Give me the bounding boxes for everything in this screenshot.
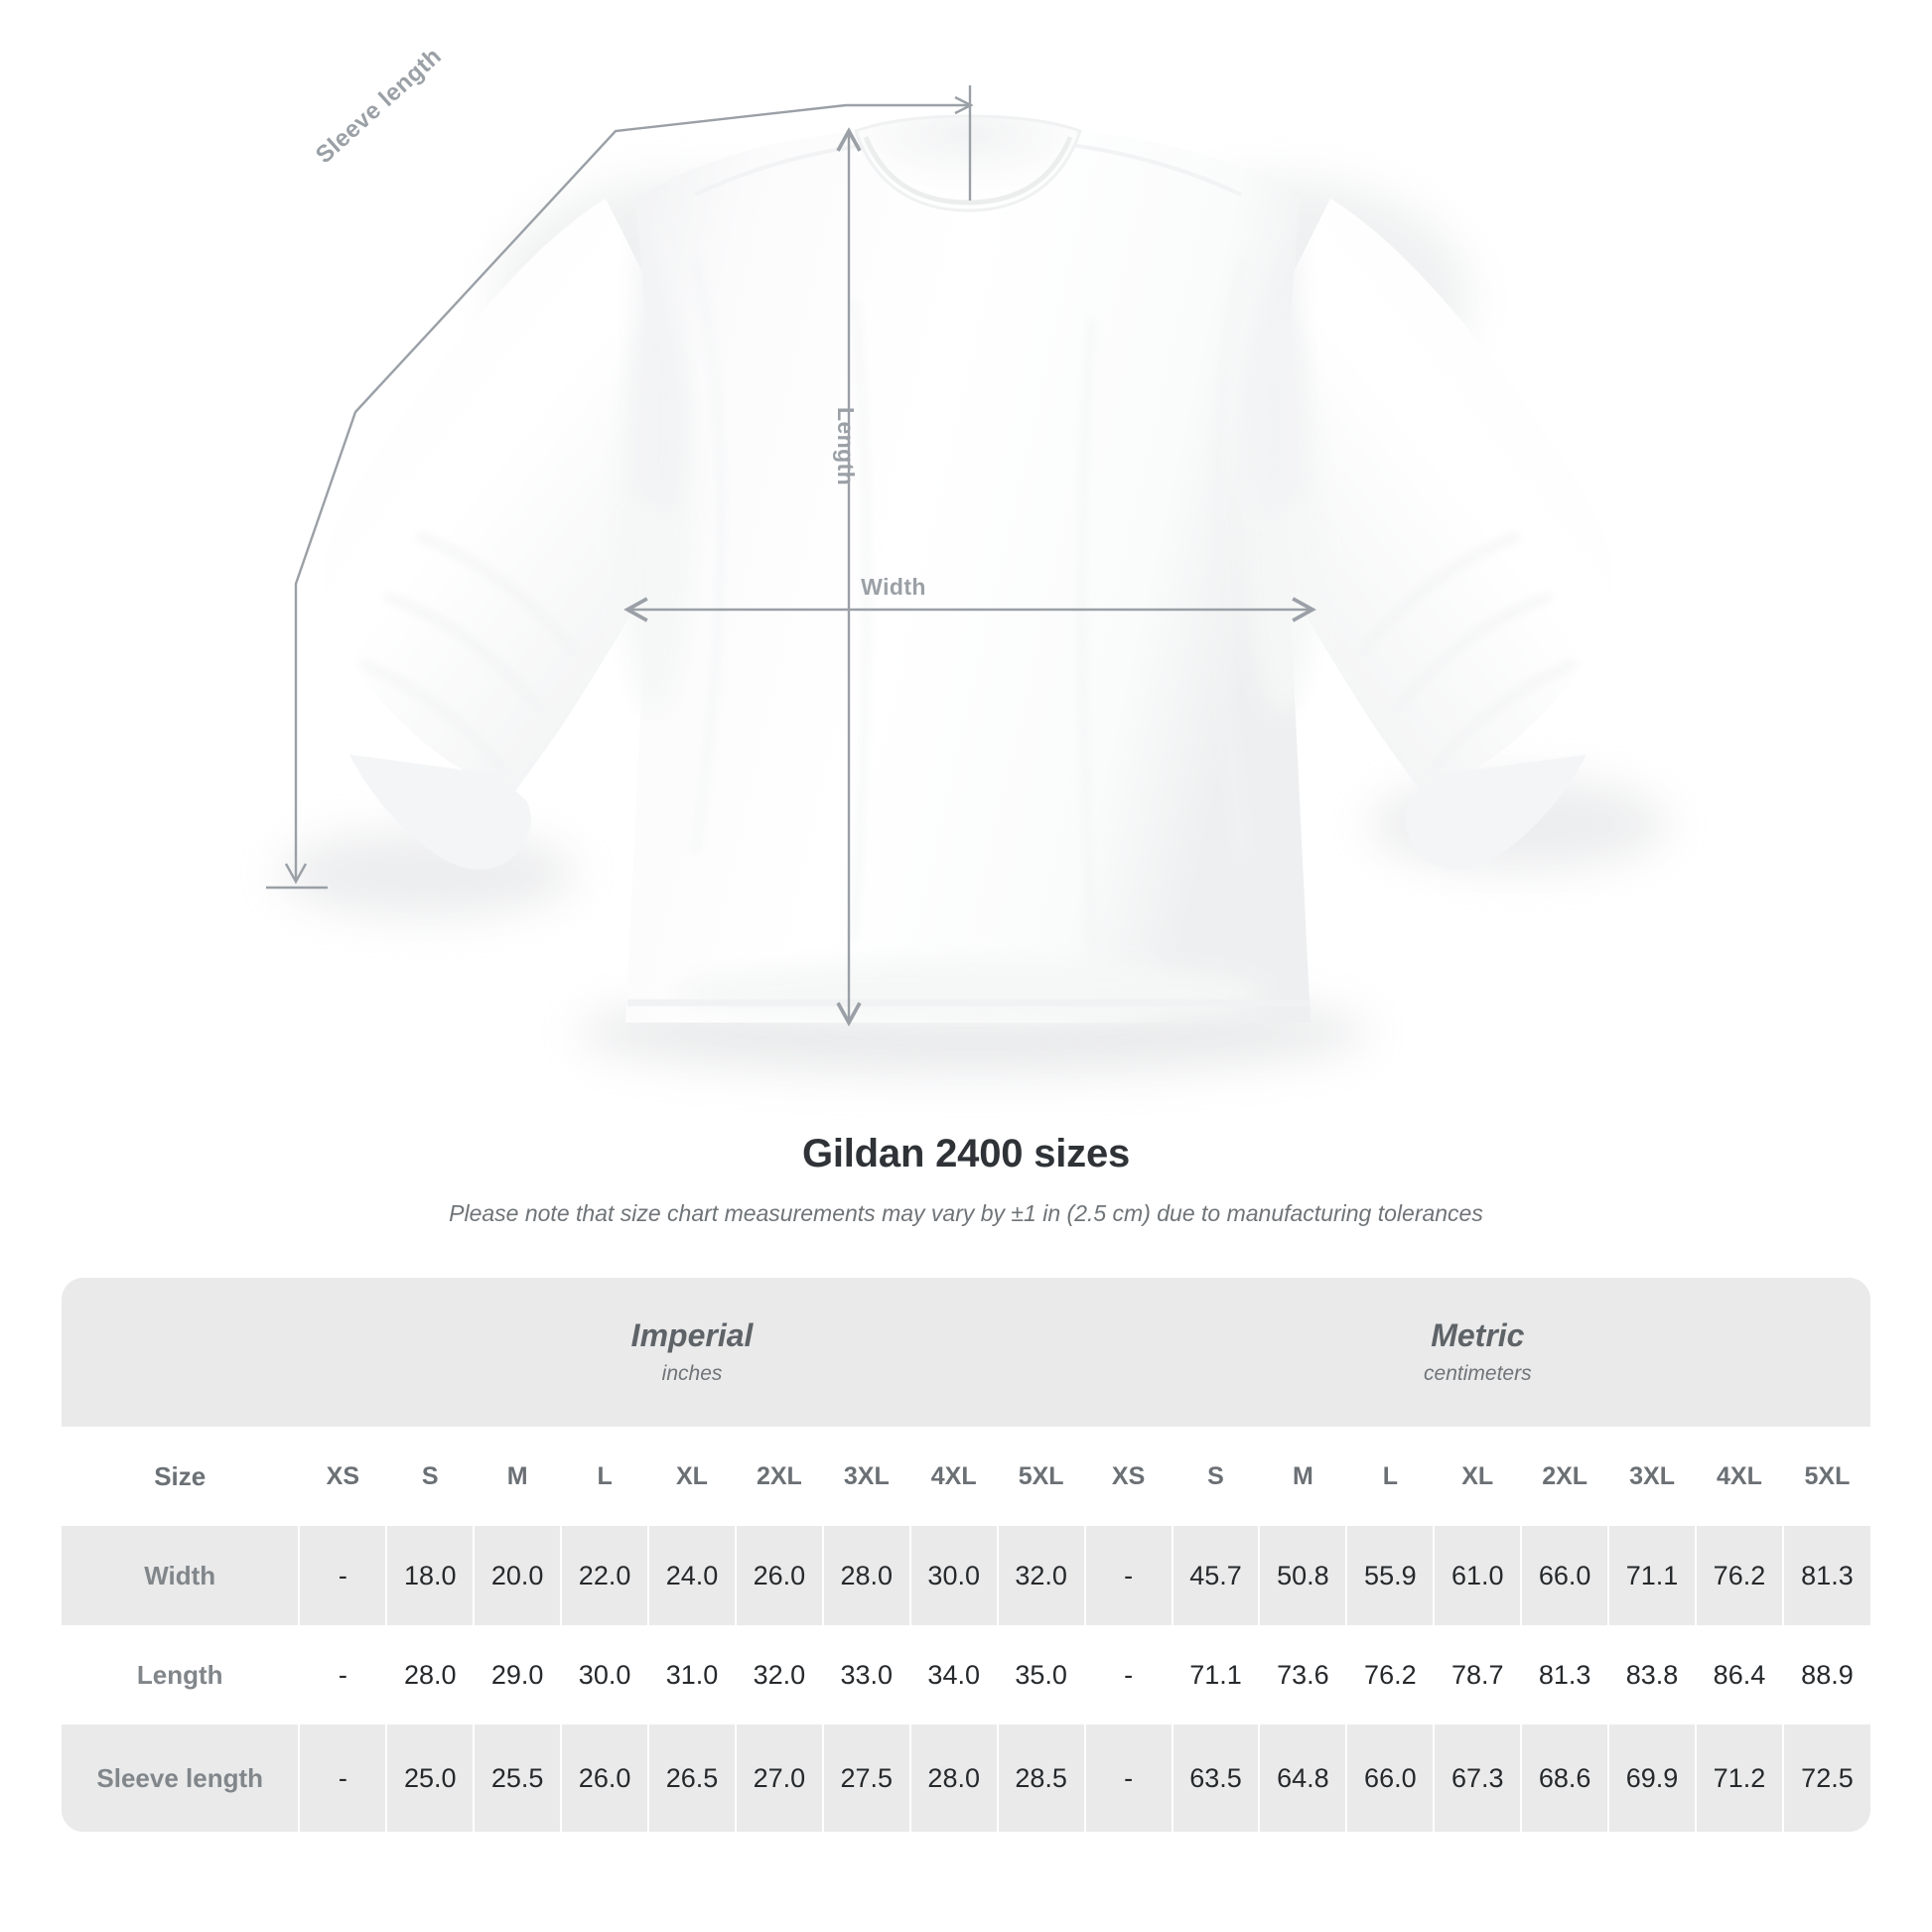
size-header-4xl: 4XL	[908, 1427, 998, 1526]
cell-length-metric-5xl: 88.9	[1781, 1625, 1870, 1725]
unit-system-row: Imperial inches Metric centimeters	[62, 1278, 1870, 1427]
cell-width-metric-m: 50.8	[1258, 1526, 1347, 1625]
page-title: Gildan 2400 sizes	[801, 1132, 1131, 1175]
size-header-l: L	[560, 1427, 649, 1526]
cell-length-metric-xs: -	[1083, 1625, 1173, 1725]
size-header-5xl: 5XL	[996, 1427, 1085, 1526]
cell-sleeve-length-metric-m: 64.8	[1258, 1725, 1347, 1832]
cell-width-imperial-m: 20.0	[473, 1526, 562, 1625]
length-label: Length	[833, 407, 859, 486]
tolerance-note: Please note that size chart measurements…	[449, 1200, 1483, 1226]
unit-system-name: Imperial	[630, 1316, 754, 1353]
cell-sleeve-length-imperial-l: 26.0	[560, 1725, 649, 1832]
unit-system-subtitle: centimeters	[1424, 1362, 1532, 1386]
size-header-s: S	[1171, 1427, 1260, 1526]
unit-row-spacer	[62, 1278, 300, 1427]
cell-length-imperial-3xl: 33.0	[821, 1625, 910, 1725]
cell-sleeve-length-metric-3xl: 69.9	[1607, 1725, 1696, 1832]
title-block: Gildan 2400 sizes Please note that size …	[0, 1132, 1932, 1227]
cell-sleeve-length-metric-5xl: 72.5	[1781, 1725, 1870, 1832]
cell-sleeve-length-imperial-xs: -	[298, 1725, 387, 1832]
size-header-4xl: 4XL	[1695, 1427, 1783, 1526]
unit-system-subtitle: inches	[661, 1362, 723, 1386]
size-header-m: M	[473, 1427, 562, 1526]
cell-length-imperial-l: 30.0	[560, 1625, 649, 1725]
cell-width-metric-l: 55.9	[1345, 1526, 1435, 1625]
table-row: Width -18.0 20.0 22.0 24.0 26.0 28.0 30.0 32.0-4…	[62, 1526, 1870, 1625]
cell-width-metric-xl: 61.0	[1433, 1526, 1522, 1625]
unit-system-name: Metric	[1431, 1316, 1525, 1353]
size-header-s: S	[385, 1427, 475, 1526]
cell-width-metric-3xl: 71.1	[1607, 1526, 1696, 1625]
measurement-annotations	[266, 85, 1316, 1027]
cell-width-imperial-l: 22.0	[560, 1526, 649, 1625]
size-header-l: L	[1345, 1427, 1435, 1526]
size-header-3xl: 3XL	[1607, 1427, 1696, 1526]
cell-width-metric-5xl: 81.3	[1781, 1526, 1870, 1625]
cell-sleeve-length-imperial-xl: 26.5	[647, 1725, 736, 1832]
cell-length-metric-2xl: 81.3	[1520, 1625, 1609, 1725]
cell-sleeve-length-imperial-5xl: 28.5	[996, 1725, 1085, 1832]
cell-width-imperial-2xl: 26.0	[734, 1526, 823, 1625]
cell-width-imperial-xs: -	[298, 1526, 387, 1625]
cell-length-metric-3xl: 83.8	[1607, 1625, 1696, 1725]
cell-length-imperial-m: 29.0	[473, 1625, 562, 1725]
cell-sleeve-length-imperial-m: 25.5	[473, 1725, 562, 1832]
size-header-xs: XS	[298, 1427, 387, 1526]
width-label: Width	[861, 574, 926, 600]
size-header-xs: XS	[1083, 1427, 1173, 1526]
cell-width-metric-s: 45.7	[1171, 1526, 1260, 1625]
cell-length-metric-xl: 78.7	[1433, 1625, 1522, 1725]
unit-system-header-imperial: Imperial inches	[299, 1278, 1085, 1427]
size-header-2xl: 2XL	[1520, 1427, 1609, 1526]
cell-sleeve-length-imperial-4xl: 28.0	[908, 1725, 998, 1832]
cell-length-imperial-4xl: 34.0	[908, 1625, 998, 1725]
size-header-xl: XL	[647, 1427, 736, 1526]
cell-width-imperial-s: 18.0	[385, 1526, 475, 1625]
cell-width-metric-xs: -	[1083, 1526, 1173, 1625]
table-row: Length -28.0 29.0 30.0 31.0 32.0 33.0 34.0 35.0-…	[62, 1625, 1870, 1725]
size-column-header: Size	[62, 1427, 300, 1526]
cell-sleeve-length-imperial-s: 25.0	[385, 1725, 475, 1832]
cell-length-imperial-s: 28.0	[385, 1625, 475, 1725]
cell-sleeve-length-imperial-2xl: 27.0	[734, 1725, 823, 1832]
size-header-row: Size XS S M L XL 2XL 3XL 4XL 5XL XS S M L XL 2XL 3XL 4XL 5…	[62, 1427, 1870, 1526]
cell-length-imperial-xs: -	[298, 1625, 387, 1725]
cell-sleeve-length-metric-2xl: 68.6	[1520, 1725, 1609, 1832]
shirt-illustration	[278, 114, 1668, 1074]
size-header-5xl: 5XL	[1781, 1427, 1870, 1526]
cell-length-metric-4xl: 86.4	[1695, 1625, 1783, 1725]
row-header-width: Width	[62, 1526, 300, 1625]
cell-width-imperial-3xl: 28.0	[821, 1526, 910, 1625]
cell-length-imperial-5xl: 35.0	[996, 1625, 1085, 1725]
cell-length-metric-m: 73.6	[1258, 1625, 1347, 1725]
cell-width-imperial-xl: 24.0	[647, 1526, 736, 1625]
cell-width-metric-4xl: 76.2	[1695, 1526, 1783, 1625]
cell-length-metric-s: 71.1	[1171, 1625, 1260, 1725]
cell-sleeve-length-metric-l: 66.0	[1345, 1725, 1435, 1832]
cell-sleeve-length-imperial-3xl: 27.5	[821, 1725, 910, 1832]
size-header-3xl: 3XL	[821, 1427, 910, 1526]
cell-length-imperial-xl: 31.0	[647, 1625, 736, 1725]
cell-width-metric-2xl: 66.0	[1520, 1526, 1609, 1625]
row-header-sleeve-length: Sleeve length	[62, 1725, 300, 1832]
size-chart-table: Imperial inches Metric centimeters Size XS S M L…	[62, 1278, 1870, 1832]
cell-width-imperial-5xl: 32.0	[996, 1526, 1085, 1625]
table-row: Sleeve length -25.0 25.5 26.0 26.5 27.0 27.5 28…	[62, 1725, 1870, 1832]
garment-diagram: Sleeve length Length Width	[266, 43, 1668, 1074]
cell-length-imperial-2xl: 32.0	[734, 1625, 823, 1725]
cell-sleeve-length-metric-xs: -	[1083, 1725, 1173, 1832]
size-header-xl: XL	[1433, 1427, 1522, 1526]
cell-sleeve-length-metric-4xl: 71.2	[1695, 1725, 1783, 1832]
unit-system-header-metric: Metric centimeters	[1084, 1278, 1870, 1427]
cell-length-metric-l: 76.2	[1345, 1625, 1435, 1725]
size-header-2xl: 2XL	[734, 1427, 823, 1526]
cell-sleeve-length-metric-s: 63.5	[1171, 1725, 1260, 1832]
sleeve-length-dimension-line	[294, 103, 970, 880]
cell-width-imperial-4xl: 30.0	[908, 1526, 998, 1625]
size-header-m: M	[1258, 1427, 1347, 1526]
cell-sleeve-length-metric-xl: 67.3	[1433, 1725, 1522, 1832]
row-header-length: Length	[62, 1625, 300, 1725]
size-chart-table-card: Imperial inches Metric centimeters Size XS S M L…	[62, 1278, 1870, 1832]
